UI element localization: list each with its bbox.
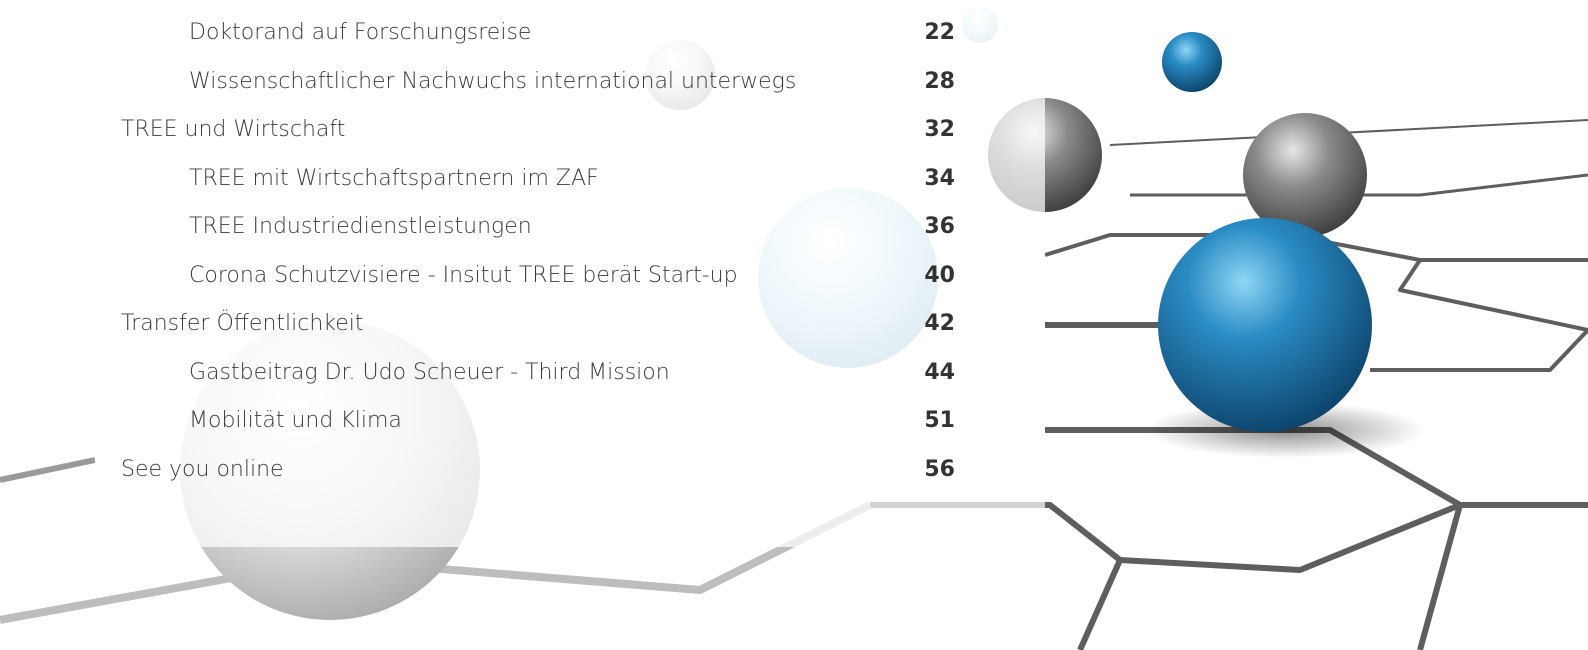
entry-title: TREE Industriedienstleistungen xyxy=(189,214,532,239)
entry-title: Transfer Öffentlichkeit xyxy=(121,311,364,336)
entry-title: TREE und Wirtschaft xyxy=(121,117,345,142)
toc-subentry[interactable]: Mobilität und Klima 51 xyxy=(0,408,955,438)
entry-title: See you online xyxy=(121,457,284,482)
entry-title: Doktorand auf Forschungsreise xyxy=(189,20,531,45)
entry-title: Corona Schutzvisiere - Insitut TREE berä… xyxy=(189,263,738,288)
page-number: 32 xyxy=(924,117,955,142)
toc-section[interactable]: See you online 56 xyxy=(0,457,955,487)
page-number: 34 xyxy=(924,166,955,191)
page-number: 28 xyxy=(924,69,955,94)
toc-subentry[interactable]: TREE mit Wirtschaftspartnern im ZAF 34 xyxy=(0,166,955,196)
toc-subentry[interactable]: Doktorand auf Forschungsreise 22 xyxy=(0,20,955,50)
toc-section[interactable]: TREE und Wirtschaft 32 xyxy=(0,117,955,147)
entry-title: TREE mit Wirtschaftspartnern im ZAF xyxy=(189,166,599,191)
page-number: 42 xyxy=(924,311,955,336)
page: {"toc": { "continued_items": [ {"title":… xyxy=(0,0,1588,650)
page-number: 22 xyxy=(924,20,955,45)
page-number: 51 xyxy=(924,408,955,433)
entry-title: Mobilität und Klima xyxy=(189,408,402,433)
toc-subentry[interactable]: Wissenschaftlicher Nachwuchs internation… xyxy=(0,69,955,99)
page-number: 44 xyxy=(924,360,955,385)
toc-subentry[interactable]: TREE Industriedienstleistungen 36 xyxy=(0,214,955,244)
page-number: 56 xyxy=(924,457,955,482)
toc-subentry[interactable]: Gastbeitrag Dr. Udo Scheuer - Third Miss… xyxy=(0,360,955,390)
page-number: 36 xyxy=(924,214,955,239)
page-number: 40 xyxy=(924,263,955,288)
entry-title: Wissenschaftlicher Nachwuchs internation… xyxy=(189,69,796,94)
toc-section[interactable]: Transfer Öffentlichkeit 42 xyxy=(0,311,955,341)
toc-subentry[interactable]: Corona Schutzvisiere - Insitut TREE berä… xyxy=(0,263,955,293)
entry-title: Gastbeitrag Dr. Udo Scheuer - Third Miss… xyxy=(189,360,670,385)
